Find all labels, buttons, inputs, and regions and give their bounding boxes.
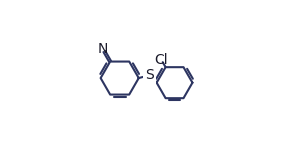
Text: N: N bbox=[97, 42, 108, 56]
Text: Cl: Cl bbox=[154, 53, 168, 67]
Text: S: S bbox=[145, 68, 154, 82]
